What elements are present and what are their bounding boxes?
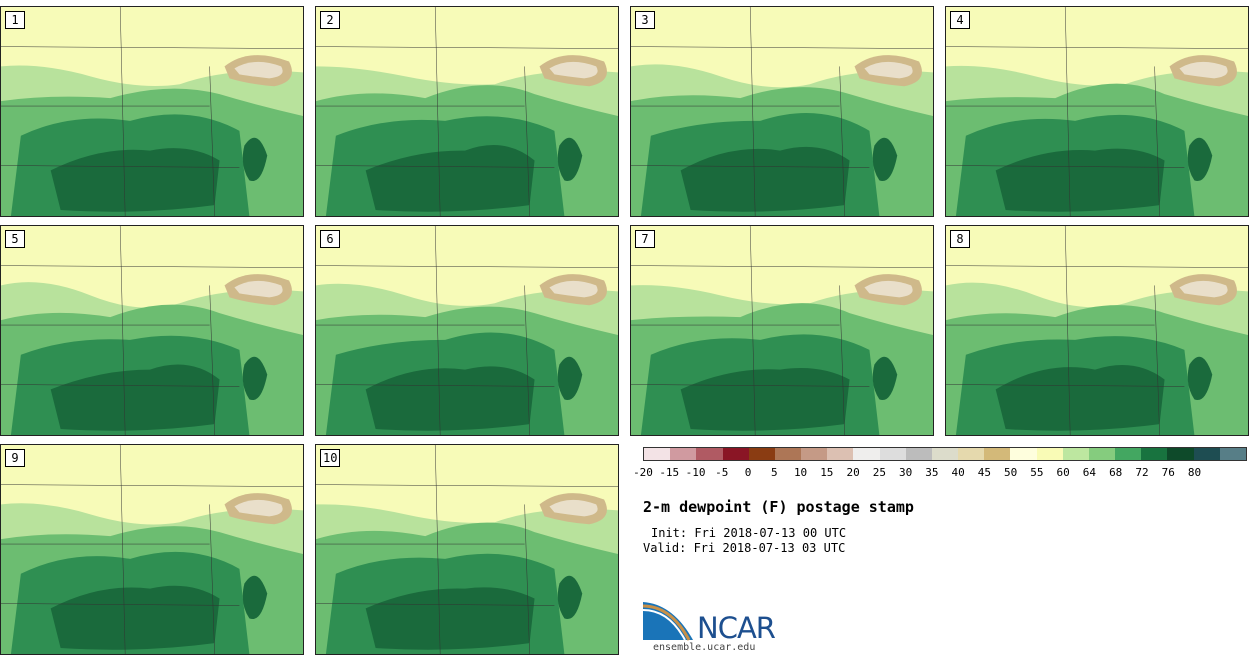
colorbar-swatch (1219, 448, 1246, 460)
postage-stamp-panel: 6 (315, 225, 619, 436)
member-number: 8 (950, 230, 970, 248)
colorbar-tick-label: 50 (1004, 466, 1018, 479)
colorbar-tick-label: 76 (1161, 466, 1175, 479)
member-number: 7 (635, 230, 655, 248)
chart-title: 2-m dewpoint (F) postage stamp (643, 498, 914, 516)
member-number: 2 (320, 11, 340, 29)
colorbar-swatch (1088, 448, 1116, 460)
colorbar-swatch (1193, 448, 1220, 460)
colorbar-swatch (958, 448, 985, 460)
colorbar-tick-label: 5 (770, 466, 778, 479)
colorbar-tick-label: 10 (793, 466, 808, 479)
valid-time: Valid: Fri 2018-07-13 03 UTC (643, 541, 846, 555)
colorbar-swatch (644, 448, 671, 460)
init-time: Init: Fri 2018-07-13 00 UTC (651, 526, 847, 540)
postage-stamp-panel: 2 (315, 6, 619, 217)
postage-stamp-panel: 7 (630, 225, 934, 436)
member-number: 1 (5, 11, 25, 29)
dewpoint-colorbar (643, 447, 1247, 461)
member-number: 10 (320, 449, 341, 467)
colorbar-tick-labels: -20 -15 -10 -5 0 5 10 15 20 25 30 35 40 45 50 55 60 64 68 7… (633, 466, 1247, 480)
ncar-logo-text: NCAR (697, 611, 776, 645)
postage-stamp-panel: 8 (945, 225, 1249, 436)
colorbar-tick-label: -20 (633, 466, 653, 479)
member-number: 9 (5, 449, 25, 467)
colorbar-swatch (722, 448, 749, 460)
colorbar-tick-label: 25 (872, 466, 886, 479)
colorbar-swatch (853, 448, 880, 460)
colorbar-tick-label: -5 (715, 466, 729, 479)
colorbar-swatch (879, 448, 906, 460)
colorbar-tick-label: 0 (744, 466, 752, 479)
postage-stamp-panel: 5 (0, 225, 304, 436)
member-number: 6 (320, 230, 340, 248)
colorbar-tick-label: 45 (977, 466, 992, 479)
colorbar-tick-label: 60 (1056, 466, 1070, 479)
colorbar-tick-label: 30 (898, 466, 913, 479)
colorbar-tick-label: 55 (1030, 466, 1044, 479)
postage-stamp-panel: 4 (945, 6, 1249, 217)
colorbar-swatch (1036, 448, 1063, 460)
colorbar-swatch (905, 448, 932, 460)
colorbar-tick-label: 15 (820, 466, 834, 479)
colorbar-tick-label: 20 (846, 466, 860, 479)
colorbar-swatch (984, 448, 1011, 460)
colorbar-swatch (670, 448, 697, 460)
colorbar-swatch (931, 448, 959, 460)
site-url: ensemble.ucar.edu (653, 642, 756, 653)
colorbar-swatch (748, 448, 775, 460)
postage-stamp-panel: 3 (630, 6, 934, 217)
colorbar-swatch (1062, 448, 1089, 460)
postage-stamp-panel: 9 (0, 444, 304, 655)
colorbar-tick-label: -15 (659, 466, 680, 479)
postage-stamp-panel: 1 (0, 6, 304, 217)
colorbar-swatch (1141, 448, 1168, 460)
colorbar-tick-label: -10 (685, 466, 706, 479)
member-number: 4 (950, 11, 970, 29)
colorbar-tick-label: 35 (925, 466, 939, 479)
colorbar-swatch (696, 448, 723, 460)
colorbar-tick-label: 68 (1109, 466, 1123, 479)
colorbar-tick-label: 80 (1187, 466, 1202, 479)
ncar-logo-icon (643, 602, 693, 641)
postage-stamp-panel: 10 (315, 444, 619, 655)
member-number: 5 (5, 230, 25, 248)
colorbar-tick-label: 64 (1082, 466, 1097, 479)
colorbar-swatch (774, 448, 802, 460)
member-number: 3 (635, 11, 655, 29)
colorbar-tick-label: 72 (1135, 466, 1149, 479)
colorbar-tick-label: 40 (951, 466, 965, 479)
colorbar-swatch (827, 448, 854, 460)
colorbar-swatch (1115, 448, 1142, 460)
colorbar-swatch (1010, 448, 1037, 460)
colorbar-swatch (801, 448, 828, 460)
colorbar-swatch (1167, 448, 1194, 460)
